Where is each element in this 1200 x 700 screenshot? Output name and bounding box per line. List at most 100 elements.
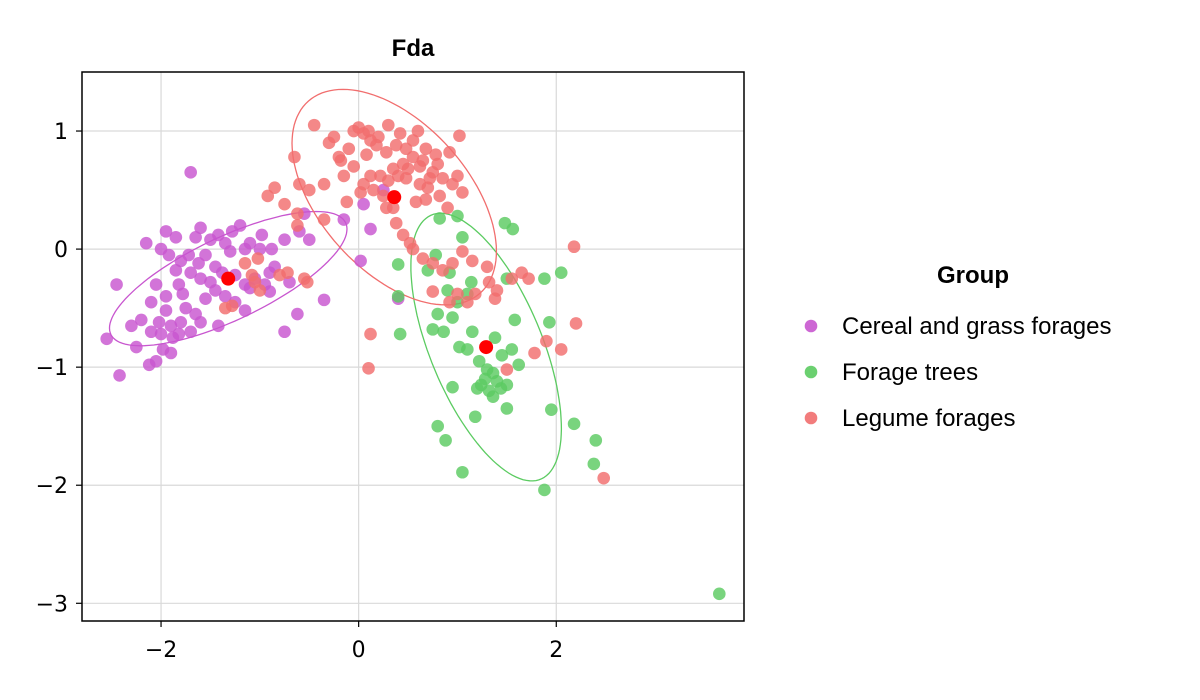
point-legume-forages <box>406 150 420 164</box>
point-forage-trees <box>391 290 405 303</box>
point-forage-trees <box>508 313 522 327</box>
tick-layer: −2 0 2 −3 −2 −1 0 1 <box>36 120 564 663</box>
point-legume-forages <box>362 362 375 375</box>
point-legume-forages <box>597 471 610 485</box>
centroid-cereal-and-grass-forages <box>221 271 236 286</box>
x-tick-label: −2 <box>145 638 177 663</box>
point-forage-trees <box>587 457 601 471</box>
point-cereal-and-grass-forages <box>212 319 225 333</box>
point-cereal-and-grass-forages <box>139 236 153 250</box>
point-cereal-and-grass-forages <box>291 307 304 321</box>
point-cereal-and-grass-forages <box>212 228 225 242</box>
point-legume-forages <box>381 118 395 132</box>
point-cereal-and-grass-forages <box>238 242 252 256</box>
point-cereal-and-grass-forages <box>192 256 205 270</box>
point-cereal-and-grass-forages <box>199 292 212 305</box>
point-forage-trees <box>391 258 405 271</box>
point-cereal-and-grass-forages <box>130 340 143 354</box>
point-cereal-and-grass-forages <box>142 358 156 372</box>
point-forage-trees <box>426 323 440 336</box>
point-cereal-and-grass-forages <box>134 313 148 327</box>
point-layer <box>100 118 726 601</box>
point-legume-forages <box>389 138 403 152</box>
point-cereal-and-grass-forages <box>204 275 217 289</box>
point-cereal-and-grass-forages <box>302 233 316 246</box>
legend-label-forage-trees: Forage trees <box>842 359 978 386</box>
point-cereal-and-grass-forages <box>174 315 188 329</box>
legend-label-legume-forages: Legume forages <box>842 405 1015 432</box>
point-legume-forages <box>381 174 395 187</box>
point-forage-trees <box>437 325 450 339</box>
point-forage-trees <box>488 331 502 344</box>
point-forage-trees <box>543 315 556 329</box>
point-forage-trees <box>505 343 519 356</box>
point-cereal-and-grass-forages <box>184 325 197 339</box>
legend-title: Group <box>937 262 1009 289</box>
point-forage-trees <box>712 587 726 601</box>
point-cereal-and-grass-forages <box>194 221 207 235</box>
point-cereal-and-grass-forages <box>172 327 186 341</box>
point-cereal-and-grass-forages <box>238 304 252 317</box>
centroid-legume-forages <box>387 190 402 205</box>
point-forage-trees <box>512 358 526 372</box>
ellipse-legume-forages <box>291 88 498 306</box>
point-forage-trees <box>441 284 454 297</box>
point-legume-forages <box>468 287 482 301</box>
point-legume-forages <box>337 169 351 183</box>
point-forage-trees <box>500 402 514 415</box>
y-tick-label: 0 <box>54 238 68 263</box>
y-tick-label: −3 <box>36 592 68 617</box>
point-legume-forages <box>528 346 541 360</box>
point-legume-forages <box>396 228 410 242</box>
point-forage-trees <box>451 209 464 223</box>
point-legume-forages <box>429 148 443 161</box>
point-legume-forages <box>238 256 252 270</box>
point-cereal-and-grass-forages <box>125 319 138 333</box>
legend-marker-cereal-and-grass-forages <box>804 319 818 333</box>
point-legume-forages <box>340 195 354 209</box>
point-legume-forages <box>480 260 494 274</box>
point-forage-trees <box>433 212 446 225</box>
point-cereal-and-grass-forages <box>263 285 277 298</box>
point-legume-forages <box>253 284 267 297</box>
point-forage-trees <box>453 340 466 354</box>
point-legume-forages <box>393 127 407 140</box>
point-cereal-and-grass-forages <box>144 295 158 309</box>
point-cereal-and-grass-forages <box>233 219 247 232</box>
point-cereal-and-grass-forages <box>164 346 178 360</box>
point-legume-forages <box>451 169 464 183</box>
y-tick-label: −1 <box>36 356 68 381</box>
point-legume-forages <box>490 284 504 297</box>
point-cereal-and-grass-forages <box>317 293 331 307</box>
point-legume-forages <box>456 245 469 258</box>
point-legume-forages <box>436 171 449 185</box>
point-legume-forages <box>293 177 306 191</box>
point-legume-forages <box>426 256 440 270</box>
point-cereal-and-grass-forages <box>179 301 193 315</box>
point-cereal-and-grass-forages <box>184 166 197 179</box>
centroid-layer <box>221 190 494 355</box>
point-forage-trees <box>567 417 581 431</box>
point-cereal-and-grass-forages <box>164 319 178 333</box>
point-forage-trees <box>538 272 551 285</box>
point-cereal-and-grass-forages <box>278 325 291 339</box>
centroid-forage-trees <box>479 340 494 355</box>
point-legume-forages <box>288 150 301 164</box>
point-cereal-and-grass-forages <box>159 304 173 317</box>
point-cereal-and-grass-forages <box>149 278 163 291</box>
point-legume-forages <box>426 285 440 298</box>
ellipse-forage-trees <box>410 212 563 482</box>
point-forage-trees <box>545 403 558 416</box>
point-legume-forages <box>364 169 377 183</box>
ellipse-cereal-and-grass-forages <box>108 210 348 347</box>
point-legume-forages <box>569 317 583 330</box>
point-forage-trees <box>446 380 459 394</box>
point-legume-forages <box>367 183 380 197</box>
point-legume-forages <box>446 256 459 270</box>
point-legume-forages <box>409 195 423 209</box>
point-forage-trees <box>446 311 459 324</box>
point-legume-forages <box>302 183 316 197</box>
point-legume-forages <box>307 118 321 132</box>
point-legume-forages <box>567 240 581 254</box>
point-forage-trees <box>474 378 488 392</box>
